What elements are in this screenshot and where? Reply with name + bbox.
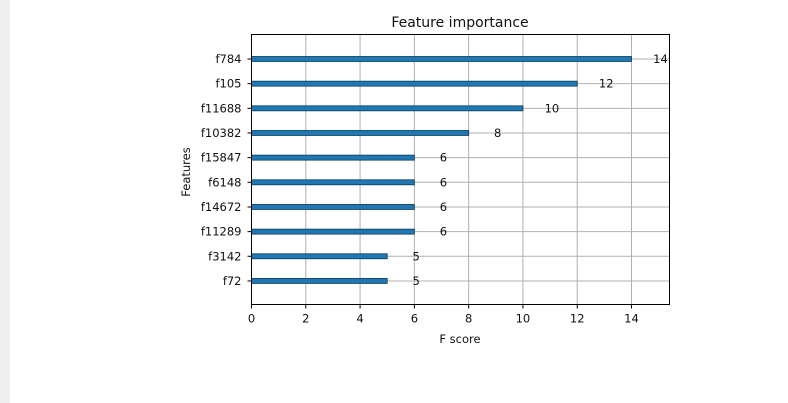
y-tick-label: f105 bbox=[216, 77, 242, 91]
data-label: 12 bbox=[599, 77, 614, 91]
data-label: 10 bbox=[545, 101, 560, 115]
x-tick-label: 4 bbox=[356, 312, 363, 326]
bar-f6148 bbox=[251, 179, 415, 186]
y-axis-label: Features bbox=[179, 147, 193, 196]
bar-f105 bbox=[251, 80, 578, 87]
x-tick-label: 2 bbox=[302, 312, 309, 326]
x-tick-label: 12 bbox=[570, 312, 585, 326]
bar-f11289 bbox=[251, 228, 415, 235]
grid-lines bbox=[251, 34, 670, 305]
data-label: 14 bbox=[653, 52, 668, 66]
bar-f15847 bbox=[251, 154, 415, 161]
bar-f3142 bbox=[251, 253, 388, 260]
data-label: 6 bbox=[440, 200, 447, 214]
data-label: 6 bbox=[440, 175, 447, 189]
axis-ticks: 0 2 4 6 8 10 12 14 f784 f105 f11688 f10382 f15847 f61… bbox=[201, 52, 639, 326]
bar-f784 bbox=[251, 56, 632, 62]
y-tick-label: f72 bbox=[223, 274, 242, 288]
chart-title: Feature importance bbox=[391, 15, 528, 31]
y-tick-label: f15847 bbox=[201, 151, 242, 165]
data-label: 8 bbox=[494, 126, 501, 140]
plot-area-frame bbox=[251, 34, 670, 305]
bar-f11688 bbox=[251, 105, 524, 112]
y-tick-label: f14672 bbox=[201, 200, 242, 214]
data-labels: 14 12 10 8 6 6 6 6 5 5 bbox=[413, 52, 668, 288]
data-label: 5 bbox=[413, 249, 420, 263]
bar-f72 bbox=[251, 278, 388, 284]
bar-f14672 bbox=[251, 204, 415, 210]
x-tick-label: 14 bbox=[624, 312, 639, 326]
data-label: 6 bbox=[440, 225, 447, 239]
x-tick-label: 8 bbox=[465, 312, 472, 326]
x-tick-label: 6 bbox=[411, 312, 418, 326]
y-tick-label: f6148 bbox=[208, 175, 241, 189]
bar-f10382 bbox=[251, 130, 470, 136]
left-margin-strip bbox=[0, 0, 10, 403]
y-tick-label: f11289 bbox=[201, 225, 242, 239]
y-tick-label: f11688 bbox=[201, 101, 242, 115]
y-tick-label: f784 bbox=[216, 52, 242, 66]
x-tick-label: 10 bbox=[516, 312, 531, 326]
data-label: 5 bbox=[413, 274, 420, 288]
y-tick-label: f3142 bbox=[208, 249, 241, 263]
data-label: 6 bbox=[440, 151, 447, 165]
bars bbox=[251, 56, 632, 284]
x-tick-label: 0 bbox=[248, 312, 255, 326]
y-tick-label: f10382 bbox=[201, 126, 242, 140]
x-axis-label: F score bbox=[439, 332, 480, 346]
